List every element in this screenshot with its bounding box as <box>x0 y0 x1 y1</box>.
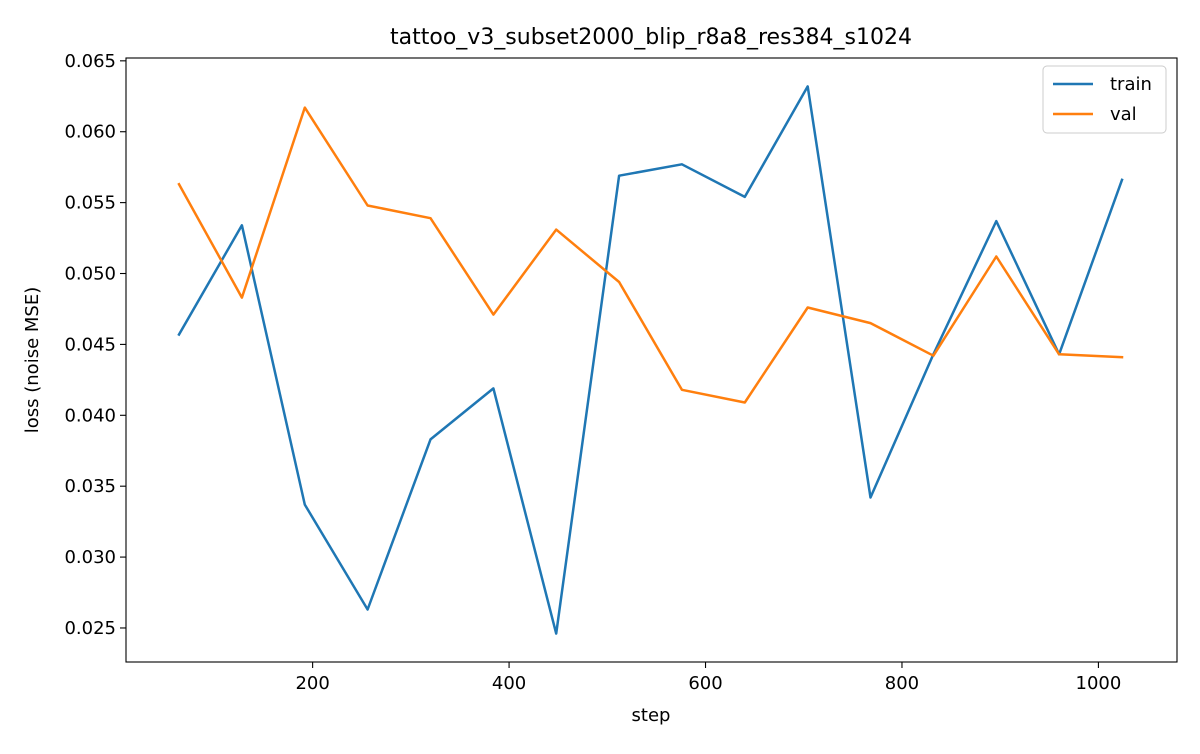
y-tick-label: 0.055 <box>64 193 116 214</box>
plot-frame <box>125 57 1178 663</box>
y-axis-label: loss (noise MSE) <box>22 287 43 433</box>
series-line-val <box>177 106 1124 404</box>
series-line-train <box>177 85 1124 635</box>
legend-label-val: val <box>1110 104 1137 125</box>
x-tick-label: 600 <box>688 673 722 694</box>
y-tick-label: 0.050 <box>64 264 116 285</box>
y-tick-label: 0.025 <box>64 618 116 639</box>
y-tick-label: 0.060 <box>64 122 116 143</box>
x-tick-label: 400 <box>492 673 526 694</box>
x-tick-label: 800 <box>885 673 919 694</box>
chart-title: tattoo_v3_subset2000_blip_r8a8_res384_s1… <box>390 25 912 50</box>
axis-ticks: 200 400 600 800 1000 0.025 0.030 0.035 0.040 0.04… <box>64 51 1121 694</box>
y-tick-label: 0.065 <box>64 51 116 72</box>
x-tick-label: 1000 <box>1076 673 1122 694</box>
y-tick-label: 0.035 <box>64 476 116 497</box>
legend-label-train: train <box>1110 74 1152 95</box>
y-tick-label: 0.040 <box>64 405 116 426</box>
legend: train val <box>1042 65 1167 134</box>
y-tick-label: 0.045 <box>64 334 116 355</box>
x-tick-label: 200 <box>295 673 329 694</box>
x-axis-label: step <box>632 705 671 726</box>
series-lines <box>177 85 1124 635</box>
y-tick-label: 0.030 <box>64 547 116 568</box>
